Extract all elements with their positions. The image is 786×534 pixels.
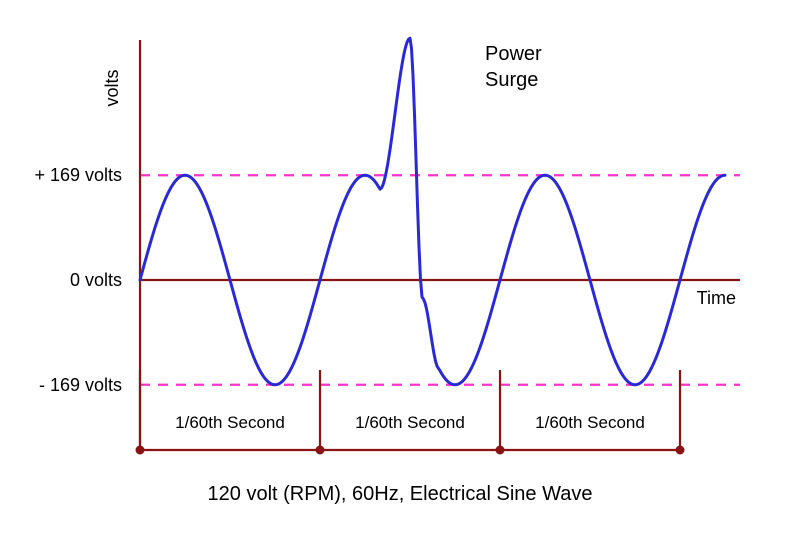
sine-wave-diagram: volts Time + 169 volts 0 volts - 169 volts 1/…: [0, 0, 786, 534]
period-marker-0: [136, 446, 145, 455]
surge-title-line-1: Surge: [485, 69, 538, 91]
y-tick-label-2: - 169 volts: [39, 375, 122, 395]
sine-wave: [140, 38, 725, 385]
surge-title-line-0: Power: [485, 43, 542, 65]
period-label-2: 1/60th Second: [535, 413, 645, 432]
x-axis-label: Time: [697, 288, 736, 308]
y-axis-label: volts: [102, 69, 122, 106]
period-marker-1: [316, 446, 325, 455]
period-label-0: 1/60th Second: [175, 413, 285, 432]
y-tick-label-0: + 169 volts: [34, 165, 122, 185]
period-label-1: 1/60th Second: [355, 413, 465, 432]
period-marker-2: [496, 446, 505, 455]
period-marker-3: [676, 446, 685, 455]
y-tick-label-1: 0 volts: [70, 270, 122, 290]
diagram-caption: 120 volt (RPM), 60Hz, Electrical Sine Wa…: [208, 483, 593, 505]
